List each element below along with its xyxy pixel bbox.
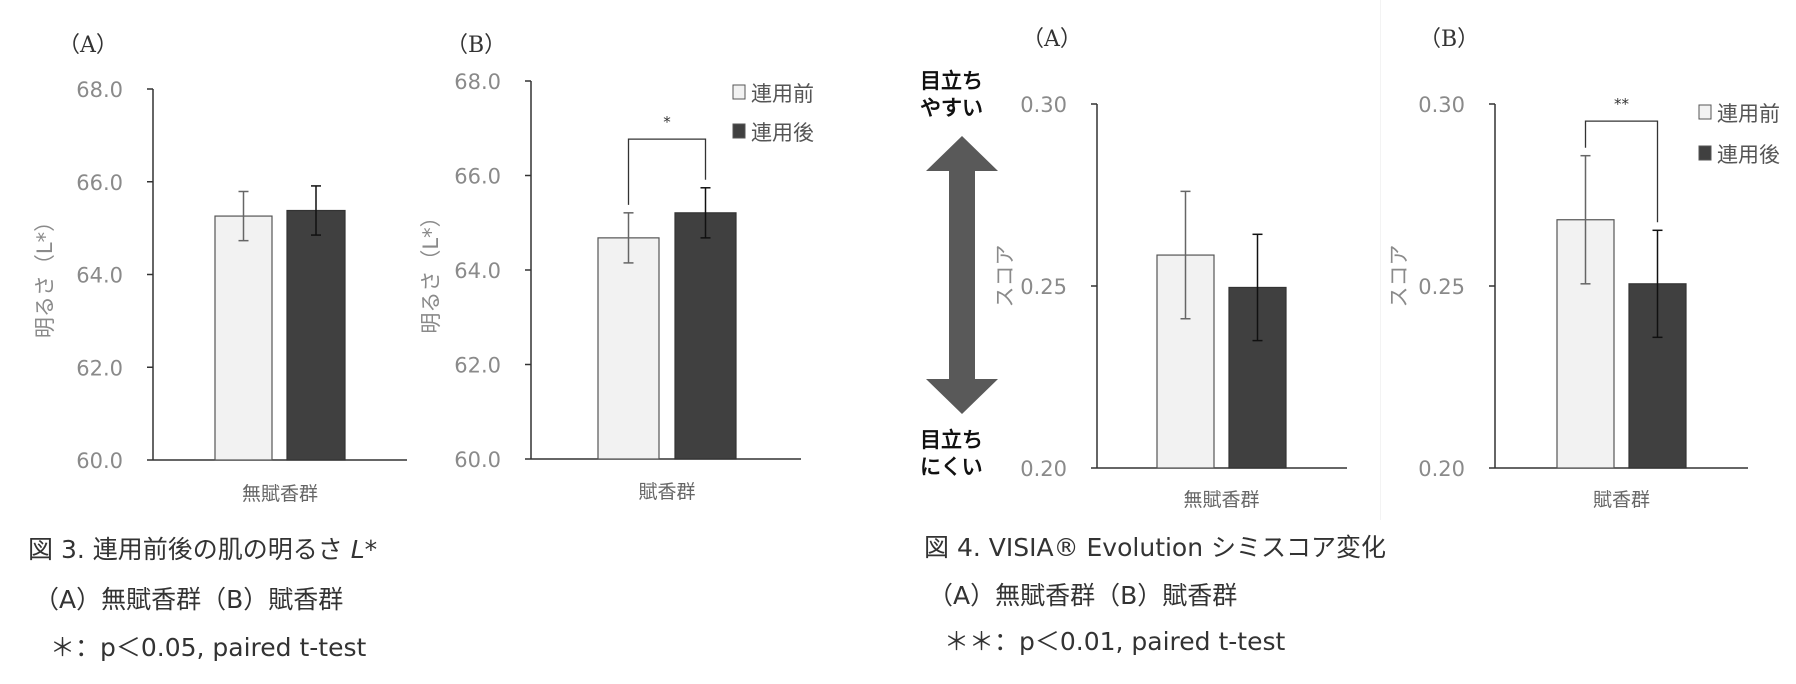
bar-before — [597, 237, 660, 460]
arrow-bottom-label-line2: にくい — [920, 455, 983, 479]
y-tick-label: 0.30 — [1418, 93, 1465, 117]
figure3-caption-title: 図 3. 連用前後の肌の明るさ L* — [28, 530, 377, 566]
y-tick-label: 62.0 — [76, 356, 123, 380]
y-tick-label: 62.0 — [454, 354, 501, 378]
x-category-label: 賦香群 — [638, 481, 695, 503]
y-axis-label: スコア — [993, 245, 1017, 308]
significance-bracket — [1584, 120, 1659, 223]
y-axis-label: スコア — [1387, 245, 1411, 308]
legend-swatch-before — [1698, 104, 1712, 120]
figure3-caption-italic: L* — [350, 535, 378, 564]
y-tick-label: 0.25 — [1418, 275, 1465, 299]
panel-label: （B） — [446, 33, 506, 58]
y-tick-label: 0.30 — [1020, 93, 1067, 117]
significance-label: * — [663, 113, 671, 131]
y-tick-label: 64.0 — [454, 259, 501, 283]
y-axis-label: 明るさ（L*） — [419, 206, 443, 333]
bar-after — [286, 209, 346, 461]
figure4-caption-stats: ＊＊：p＜0.01, paired t-test — [944, 627, 1286, 656]
panel-divider — [1380, 0, 1381, 520]
figure3-caption-groups: （A）無賦香群（B）賦香群 — [34, 585, 344, 614]
y-tick-label: 66.0 — [454, 165, 501, 189]
bar-after — [674, 212, 737, 460]
panel-label: （B） — [1419, 27, 1479, 52]
x-category-label: 無賦香群 — [242, 483, 318, 505]
y-tick-label: 60.0 — [454, 448, 501, 472]
arrow-top-label-line2: やすい — [920, 96, 983, 120]
arrow-top-label-line1: 目立ち — [920, 69, 983, 93]
legend-label: 連用後 — [751, 121, 814, 145]
x-category-label: 無賦香群 — [1183, 489, 1259, 511]
figure4-caption-title: 図 4. VISIA® Evolution シミスコア変化 — [924, 533, 1387, 562]
y-tick-label: 60.0 — [76, 449, 123, 473]
bar-before — [214, 215, 273, 461]
arrow-bottom-label-line1: 目立ち — [920, 428, 983, 452]
double-arrow-icon — [926, 136, 998, 414]
y-tick-label: 0.20 — [1418, 457, 1465, 481]
legend-swatch-before — [732, 84, 746, 100]
significance-bracket — [627, 138, 707, 205]
significance-label: ** — [1614, 95, 1630, 113]
panel-label: （A） — [1022, 27, 1082, 52]
y-tick-label: 68.0 — [454, 70, 501, 94]
figure3-caption-stats: ＊：p＜0.05, paired t-test — [50, 633, 367, 662]
legend-label: 連用前 — [751, 82, 814, 106]
legend-label: 連用前 — [1717, 102, 1780, 126]
y-tick-label: 0.20 — [1020, 457, 1067, 481]
figure3-caption-text: 図 3. 連用前後の肌の明るさ — [28, 535, 351, 564]
legend-swatch-after — [732, 123, 746, 139]
y-tick-label: 68.0 — [76, 78, 123, 102]
figure4-caption-groups: （A）無賦香群（B）賦香群 — [928, 581, 1238, 610]
panel-label: （A） — [58, 33, 118, 58]
y-tick-label: 66.0 — [76, 171, 123, 195]
x-category-label: 賦香群 — [1593, 489, 1650, 511]
y-tick-label: 64.0 — [76, 264, 123, 288]
y-tick-label: 0.25 — [1020, 275, 1067, 299]
y-axis-label: 明るさ（L*） — [33, 211, 57, 338]
legend-label: 連用後 — [1717, 143, 1780, 167]
legend-swatch-after — [1698, 145, 1712, 161]
